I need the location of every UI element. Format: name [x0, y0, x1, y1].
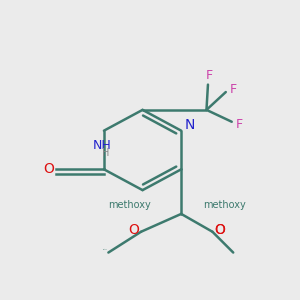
Text: H: H	[102, 148, 109, 158]
Text: O: O	[44, 162, 54, 176]
Text: N: N	[185, 118, 195, 132]
Text: NH: NH	[93, 139, 112, 152]
Text: methoxy: methoxy	[108, 200, 151, 210]
Text: O: O	[128, 223, 139, 237]
Text: O: O	[214, 223, 225, 237]
Text: F: F	[236, 118, 243, 131]
Text: O: O	[214, 223, 225, 237]
Text: methyl: methyl	[103, 248, 108, 250]
Text: F: F	[230, 82, 237, 96]
Text: F: F	[206, 69, 213, 82]
Text: methoxy: methoxy	[203, 200, 246, 210]
